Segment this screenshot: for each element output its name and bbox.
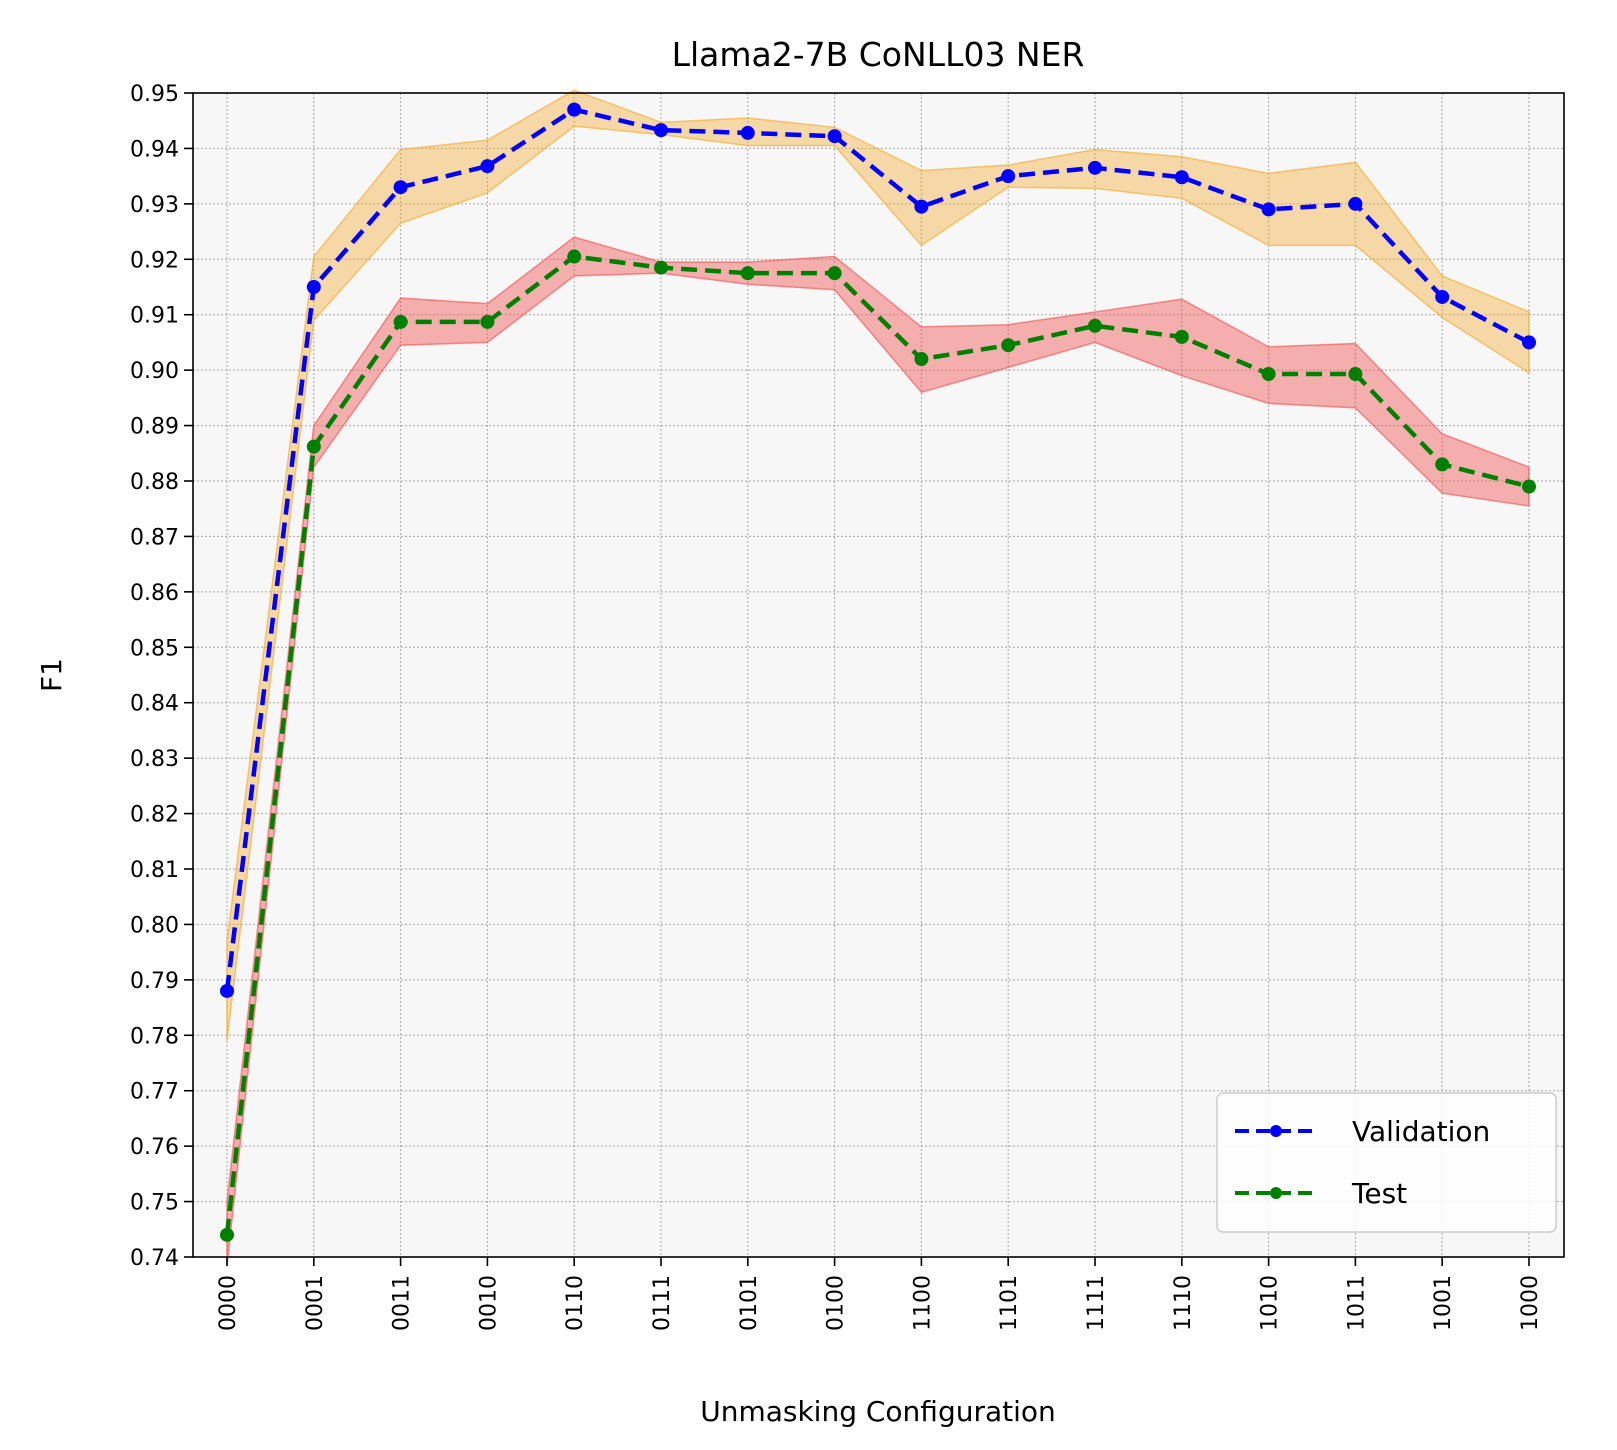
validation-point [306, 280, 321, 294]
validation-point [654, 123, 668, 138]
y-tick-label: 0.88 [130, 470, 179, 495]
validation-point [1088, 160, 1102, 175]
test-point [1522, 479, 1536, 494]
test-point [1001, 338, 1016, 353]
y-tick-label: 0.74 [130, 1246, 179, 1271]
y-tick-label: 0.94 [130, 137, 179, 162]
x-tick-label: 0010 [476, 1275, 501, 1331]
validation-point [740, 125, 755, 140]
validation-point [914, 199, 929, 214]
test-point [654, 260, 668, 275]
validation-point [220, 983, 234, 998]
plot-area [193, 93, 1564, 1257]
test-point [1174, 329, 1189, 344]
x-tick-label: 1010 [1258, 1275, 1283, 1331]
x-tick-label: 0100 [824, 1275, 849, 1331]
x-tick-label: 0110 [563, 1275, 588, 1331]
legend-validation-label: Validation [1352, 1115, 1490, 1148]
y-tick-label: 0.75 [130, 1191, 179, 1216]
test-point [1435, 457, 1450, 472]
validation-point [1348, 196, 1363, 211]
test-point [827, 266, 842, 281]
y-tick-label: 0.84 [130, 692, 179, 717]
x-tick-label: 1000 [1518, 1275, 1543, 1331]
validation-point [567, 102, 582, 117]
test-point [480, 314, 495, 329]
validation-line [224, 107, 1531, 992]
x-tick-label: 1011 [1344, 1275, 1369, 1331]
test-point [1261, 367, 1276, 382]
y-tick-label: 0.81 [130, 858, 179, 883]
test-band [226, 236, 1530, 1266]
y-tick-label: 0.89 [130, 415, 179, 440]
y-tick-label: 0.85 [130, 636, 179, 661]
legend: Validation Test [1216, 1092, 1557, 1233]
validation-point [480, 159, 495, 174]
validation-point [1261, 202, 1276, 217]
x-tick-label: 1100 [910, 1275, 935, 1331]
y-tick-label: 0.87 [130, 525, 179, 550]
legend-validation-marker [1270, 1125, 1282, 1137]
test-point [1348, 367, 1363, 382]
validation-point [393, 180, 408, 195]
y-tick-label: 0.95 [130, 82, 179, 107]
legend-test-marker [1270, 1187, 1282, 1199]
x-tick-label: 0001 [303, 1275, 328, 1331]
validation-point [1001, 169, 1016, 184]
test-point [914, 352, 929, 367]
y-tick-label: 0.76 [130, 1135, 179, 1160]
test-point [567, 249, 582, 264]
y-tick-label: 0.80 [130, 913, 179, 938]
test-point [220, 1227, 234, 1242]
x-tick-label: 1001 [1431, 1275, 1456, 1331]
y-tick-label: 0.90 [130, 359, 179, 384]
y-axis-label: F1 [35, 658, 68, 692]
y-tick-label: 0.86 [130, 581, 179, 606]
validation-point [827, 129, 842, 144]
x-axis: 0000 0001 0011 0010 0110 0111 0101 0100 1100 1101… [216, 1257, 1543, 1331]
legend-box [1216, 1092, 1557, 1233]
y-axis: 0.74 0.75 0.76 0.77 0.78 0.79 0.80 0.81 0.82 0.83… [130, 82, 193, 1271]
test-point [393, 314, 408, 329]
y-tick-label: 0.83 [130, 747, 179, 772]
y-tick-label: 0.82 [130, 803, 179, 828]
x-tick-label: 1110 [1171, 1275, 1196, 1331]
validation-band [226, 89, 1530, 1041]
x-tick-label: 0111 [650, 1275, 675, 1331]
validation-point [1522, 335, 1536, 350]
validation-point [1435, 289, 1450, 304]
confidence-bands [226, 89, 1530, 1266]
x-tick-label: 0000 [216, 1275, 241, 1331]
x-tick-label: 1101 [997, 1275, 1022, 1331]
x-tick-label: 0101 [737, 1275, 762, 1331]
y-tick-label: 0.79 [130, 969, 179, 994]
y-tick-label: 0.77 [130, 1080, 179, 1105]
x-tick-label: 1111 [1084, 1275, 1109, 1331]
validation-point [1174, 170, 1189, 185]
test-point [740, 266, 755, 281]
test-point [306, 439, 321, 454]
test-line [224, 254, 1530, 1236]
plot-frame [192, 92, 1565, 1258]
series-lines [220, 102, 1536, 1242]
legend-test-label: Test [1351, 1177, 1407, 1210]
y-tick-label: 0.93 [130, 193, 179, 218]
x-tick-label: 0011 [390, 1275, 415, 1331]
y-tick-label: 0.92 [130, 248, 179, 273]
test-point [1088, 318, 1102, 333]
y-tick-label: 0.91 [130, 304, 179, 329]
x-axis-label: Unmasking Configuration [700, 1395, 1056, 1428]
chart-title: Llama2-7B CoNLL03 NER [672, 35, 1085, 74]
y-tick-label: 0.78 [130, 1024, 179, 1049]
